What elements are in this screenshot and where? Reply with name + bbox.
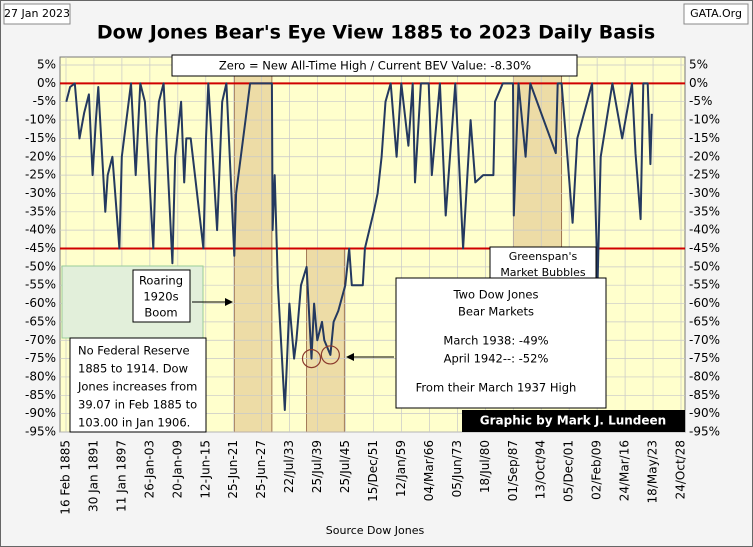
roaring-text: Roaring <box>139 274 183 288</box>
y-tick-label: -95% <box>25 425 56 439</box>
highlight-circle <box>320 345 340 365</box>
y2-tick-label: -5% <box>689 94 712 108</box>
x-tick-label: 18/May/23 <box>646 440 660 503</box>
highlight-circle <box>301 349 322 369</box>
y2-tick-label: -65% <box>689 314 720 328</box>
y2-tick-label: -80% <box>689 369 720 383</box>
y-tick-label: -90% <box>25 406 56 420</box>
x-tick-label: 13/Oct/94 <box>534 440 548 499</box>
y2-tick-label: -25% <box>689 168 720 182</box>
x-tick-label: 25-Jun-27 <box>254 440 268 499</box>
roaring-text: 1920s <box>143 290 178 304</box>
greenspan-text: Greenspan's <box>509 250 578 263</box>
y2-tick-label: -15% <box>689 131 720 145</box>
y-tick-label: -45% <box>25 241 56 255</box>
y2-tick-label: -85% <box>689 388 720 402</box>
credit: Graphic by Mark J. Lundeen <box>480 414 666 428</box>
y2-tick-label: -40% <box>689 223 720 237</box>
site: GATA.Org <box>690 7 742 20</box>
y-tick-label: -50% <box>25 259 56 273</box>
bear-text: From their March 1937 High <box>416 381 577 395</box>
fed-text: 1885 to 1914. Dow <box>78 362 188 376</box>
x-tick-label: 26-Jan-03 <box>142 440 156 498</box>
fed-text: 39.07 in Feb 1885 to <box>78 398 197 412</box>
x-tick-label: 05/Jun/73 <box>450 440 464 497</box>
zero-box <box>171 54 578 77</box>
y2-tick-label: -30% <box>689 186 720 200</box>
y2-tick-label: -90% <box>689 406 720 420</box>
y2-tick-label: -10% <box>689 113 720 127</box>
x-tick-label: 15/Dec/51 <box>366 440 380 502</box>
y-tick-label: -60% <box>25 296 56 310</box>
fed-text: No Federal Reserve <box>78 344 190 358</box>
y-tick-label: -25% <box>25 168 56 182</box>
x-tick-label: 01/Sep/87 <box>506 440 520 501</box>
x-tick-label: 05/Dec/01 <box>562 440 576 502</box>
x-tick-label: 30 Jan 1891 <box>86 440 100 512</box>
x-tick-label: 24/Mar/16 <box>618 440 632 501</box>
x-tick-label: 11 Jan 1897 <box>114 440 128 512</box>
bev-line <box>65 82 653 411</box>
y2-tick-label: -55% <box>689 278 720 292</box>
bear-text: Bear Markets <box>458 305 534 319</box>
x-tick-label: 04/Mar/66 <box>422 440 436 501</box>
y-tick-label: -80% <box>25 369 56 383</box>
x-tick-label: 22/Jul/33 <box>282 440 296 493</box>
y-tick-label: -10% <box>25 113 56 127</box>
y2-tick-label: -70% <box>689 333 720 347</box>
bear-text: Two Dow Jones <box>453 288 539 302</box>
chart-title: Dow Jones Bear's Eye View 1885 to 2023 D… <box>97 22 655 44</box>
credit-box <box>462 410 685 432</box>
x-tick-label: 12-Jun-15 <box>198 440 212 499</box>
x-tick-label: 20-Jan-09 <box>170 440 184 498</box>
y-tick-label: -15% <box>25 131 56 145</box>
y2-tick-label: -95% <box>689 425 720 439</box>
y2-tick-label: -20% <box>689 149 720 163</box>
greenspan-text: Market Bubbles <box>500 266 586 279</box>
y-tick-label: 5% <box>37 58 56 72</box>
date: 27 Jan 2023 <box>4 7 70 20</box>
y-tick-label: -35% <box>25 204 56 218</box>
zero-note: Zero = New All-Time High / Current BEV V… <box>219 59 531 73</box>
x-tick-label: 18/Jul/80 <box>478 440 492 493</box>
y2-tick-label: -35% <box>689 204 720 218</box>
fed-text: Jones increases from <box>77 380 197 394</box>
y2-tick-label: -45% <box>689 241 720 255</box>
y2-tick-label: -75% <box>689 351 720 365</box>
y2-tick-label: -60% <box>689 296 720 310</box>
x-tick-label: 25-Jun-21 <box>226 440 240 499</box>
y-tick-label: -40% <box>25 223 56 237</box>
y-tick-label: 0% <box>37 76 56 90</box>
x-tick-label: 12/Jan/59 <box>394 440 408 497</box>
bear-box <box>395 277 607 409</box>
fed-text: 103.00 in Jan 1906. <box>78 416 190 430</box>
y-tick-label: -30% <box>25 186 56 200</box>
x-tick-label: 25/Jul/39 <box>310 440 324 493</box>
x-tick-label: 24/Oct/28 <box>674 440 688 499</box>
y-tick-label: -20% <box>25 149 56 163</box>
greenspan-box <box>489 246 597 282</box>
y-tick-label: -75% <box>25 351 56 365</box>
date-box <box>3 3 71 25</box>
site-box <box>683 3 749 25</box>
fed-box <box>69 337 207 433</box>
y2-tick-label: -50% <box>689 259 720 273</box>
y-tick-label: -65% <box>25 314 56 328</box>
x-tick-label: 02/Feb/09 <box>590 440 604 500</box>
bear-text: April 1942--: -52% <box>444 352 549 366</box>
y-tick-label: -55% <box>25 278 56 292</box>
bear-text: March 1938: -49% <box>443 334 548 348</box>
roaring-text: Boom <box>144 306 177 320</box>
y2-tick-label: 0% <box>689 76 708 90</box>
y-tick-label: -70% <box>25 333 56 347</box>
y-tick-label: -5% <box>33 94 56 108</box>
x-tick-label: 25/Jul/45 <box>338 440 352 493</box>
y2-tick-label: 5% <box>689 58 708 72</box>
source: Source Dow Jones <box>326 524 425 537</box>
roaring-box <box>132 269 191 323</box>
x-tick-label: 16 Feb 1885 <box>59 440 73 515</box>
y-tick-label: -85% <box>25 388 56 402</box>
